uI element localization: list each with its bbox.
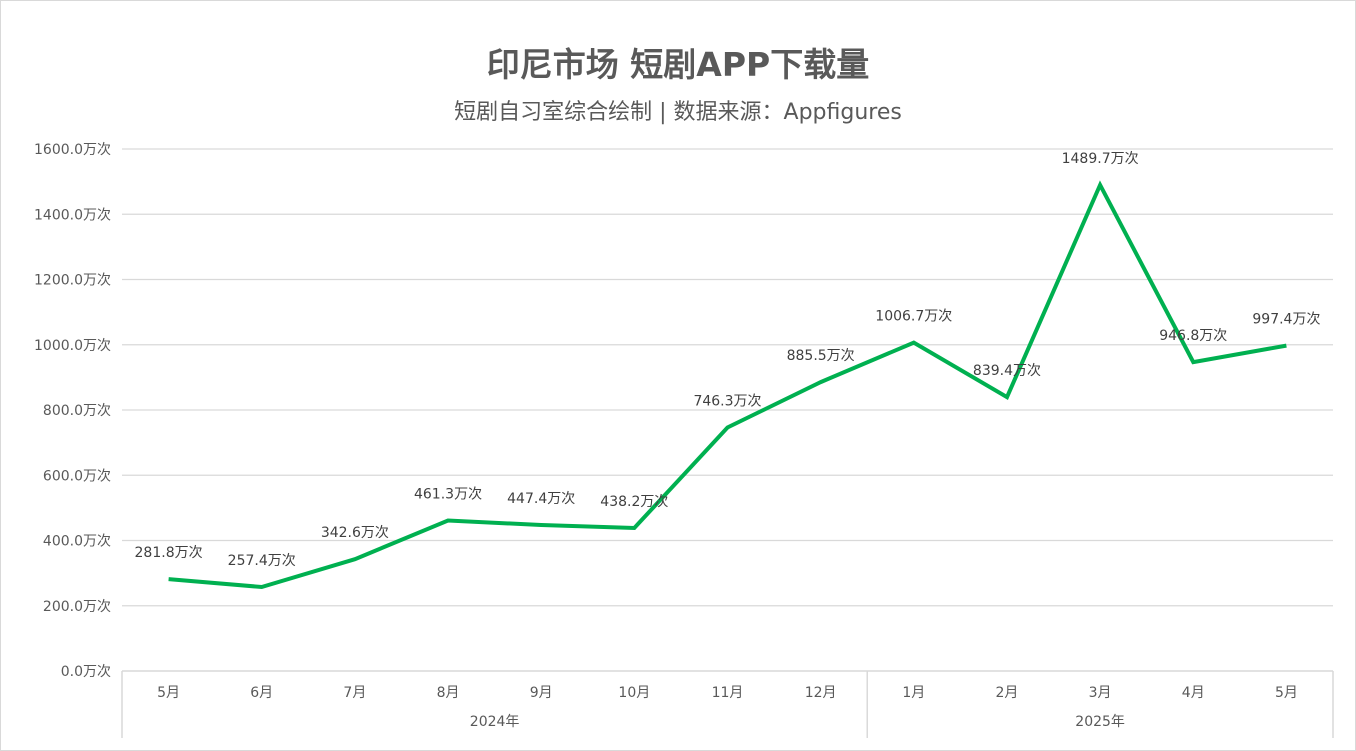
x-tick-month: 2月 bbox=[996, 685, 1019, 701]
data-labels: 281.8万次 257.4万次 342.6万次 461.3万次 447.4万次 438.2… bbox=[135, 151, 1321, 569]
category-axis: 5月 6月 7月 8月 9月 10月 11月 12月 1月 2月 3月 4月 5月 2024年 2025年 bbox=[121, 670, 1334, 738]
y-tick-label: 400.0万次 bbox=[43, 534, 111, 550]
gridlines bbox=[122, 148, 1333, 607]
chart-title: 印尼市场 短剧APP下载量 bbox=[486, 45, 870, 84]
y-tick-label: 1200.0万次 bbox=[34, 273, 111, 289]
data-label: 438.2万次 bbox=[600, 494, 668, 510]
x-tick-month: 3月 bbox=[1089, 685, 1112, 701]
y-tick-label: 600.0万次 bbox=[43, 468, 111, 484]
data-line bbox=[168, 180, 1287, 590]
x-tick-month: 10月 bbox=[618, 685, 650, 701]
y-tick-label: 1400.0万次 bbox=[34, 207, 111, 223]
x-tick-month: 1月 bbox=[902, 685, 925, 701]
data-label: 885.5万次 bbox=[787, 348, 855, 364]
data-label: 746.3万次 bbox=[693, 394, 761, 410]
data-label: 461.3万次 bbox=[414, 487, 482, 503]
data-label: 839.4万次 bbox=[973, 363, 1041, 379]
x-tick-month: 12月 bbox=[805, 685, 837, 701]
x-tick-month: 5月 bbox=[157, 685, 180, 701]
y-tick-label: 800.0万次 bbox=[43, 403, 111, 419]
y-tick-label: 0.0万次 bbox=[61, 664, 111, 680]
data-label: 447.4万次 bbox=[507, 491, 575, 507]
x-tick-month: 5月 bbox=[1275, 685, 1298, 701]
data-label: 257.4万次 bbox=[228, 553, 296, 569]
x-tick-year: 2024年 bbox=[470, 714, 520, 730]
x-tick-month: 6月 bbox=[250, 685, 273, 701]
y-axis-ticks: 0.0万次 200.0万次 400.0万次 600.0万次 800.0万次 1000.0万… bbox=[34, 142, 111, 680]
data-label: 1006.7万次 bbox=[875, 309, 952, 325]
x-tick-month: 4月 bbox=[1182, 685, 1205, 701]
data-label: 997.4万次 bbox=[1252, 312, 1320, 328]
data-label: 946.8万次 bbox=[1159, 328, 1227, 344]
x-tick-month: 11月 bbox=[712, 685, 744, 701]
chart-subtitle: 短剧自习室综合绘制 | 数据来源：Appfigures bbox=[454, 100, 902, 125]
x-tick-month: 7月 bbox=[343, 685, 366, 701]
x-tick-year: 2025年 bbox=[1075, 714, 1125, 730]
data-label: 281.8万次 bbox=[135, 545, 203, 561]
y-tick-label: 1600.0万次 bbox=[34, 142, 111, 158]
data-label: 1489.7万次 bbox=[1062, 151, 1139, 167]
y-tick-label: 200.0万次 bbox=[43, 599, 111, 615]
y-tick-label: 1000.0万次 bbox=[34, 338, 111, 354]
data-label: 342.6万次 bbox=[321, 525, 389, 541]
x-tick-month: 9月 bbox=[530, 685, 553, 701]
x-tick-month: 8月 bbox=[437, 685, 460, 701]
